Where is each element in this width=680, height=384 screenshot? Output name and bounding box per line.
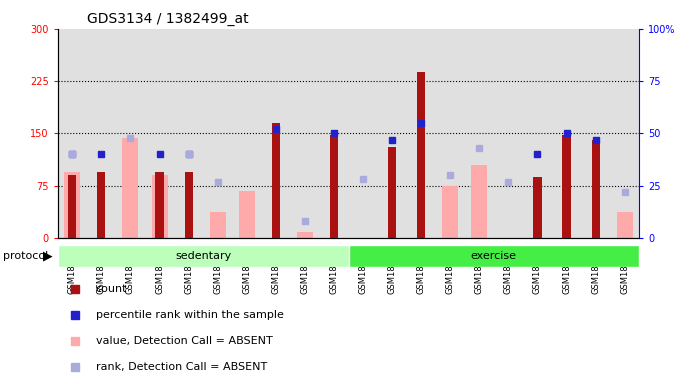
Text: rank, Detection Call = ABSENT: rank, Detection Call = ABSENT: [96, 362, 267, 372]
Bar: [348, 29, 377, 238]
Bar: [290, 29, 320, 238]
Bar: [552, 29, 581, 238]
Text: percentile rank within the sample: percentile rank within the sample: [96, 310, 284, 320]
Bar: [68, 175, 76, 238]
Bar: [58, 245, 348, 267]
Bar: [494, 29, 523, 238]
Text: value, Detection Call = ABSENT: value, Detection Call = ABSENT: [96, 336, 273, 346]
Bar: [65, 172, 80, 238]
Bar: [523, 29, 552, 238]
Text: GDS3134 / 1382499_at: GDS3134 / 1382499_at: [87, 12, 248, 26]
Bar: [581, 29, 610, 238]
Bar: [209, 212, 226, 238]
Bar: [592, 141, 600, 238]
Text: protocol: protocol: [3, 251, 49, 261]
Bar: [442, 186, 458, 238]
Text: exercise: exercise: [471, 251, 517, 261]
Bar: [156, 172, 164, 238]
Bar: [58, 29, 87, 238]
Bar: [436, 29, 465, 238]
Bar: [471, 165, 488, 238]
Bar: [174, 29, 203, 238]
Bar: [330, 135, 338, 238]
Bar: [533, 177, 541, 238]
Bar: [465, 29, 494, 238]
Text: count: count: [96, 285, 127, 295]
Bar: [417, 72, 425, 238]
Bar: [407, 29, 436, 238]
Bar: [617, 212, 632, 238]
Bar: [145, 29, 174, 238]
Bar: [116, 29, 145, 238]
Bar: [232, 29, 261, 238]
Bar: [272, 123, 280, 238]
Bar: [203, 29, 232, 238]
Bar: [184, 172, 192, 238]
Bar: [562, 135, 571, 238]
Bar: [348, 245, 639, 267]
Bar: [320, 29, 348, 238]
Bar: [122, 138, 139, 238]
Text: ▶: ▶: [43, 249, 52, 262]
Bar: [297, 232, 313, 238]
Bar: [87, 29, 116, 238]
Bar: [388, 147, 396, 238]
Bar: [152, 175, 167, 238]
Bar: [97, 172, 105, 238]
Bar: [261, 29, 290, 238]
Text: sedentary: sedentary: [175, 251, 231, 261]
Bar: [610, 29, 639, 238]
Bar: [239, 190, 255, 238]
Bar: [377, 29, 407, 238]
